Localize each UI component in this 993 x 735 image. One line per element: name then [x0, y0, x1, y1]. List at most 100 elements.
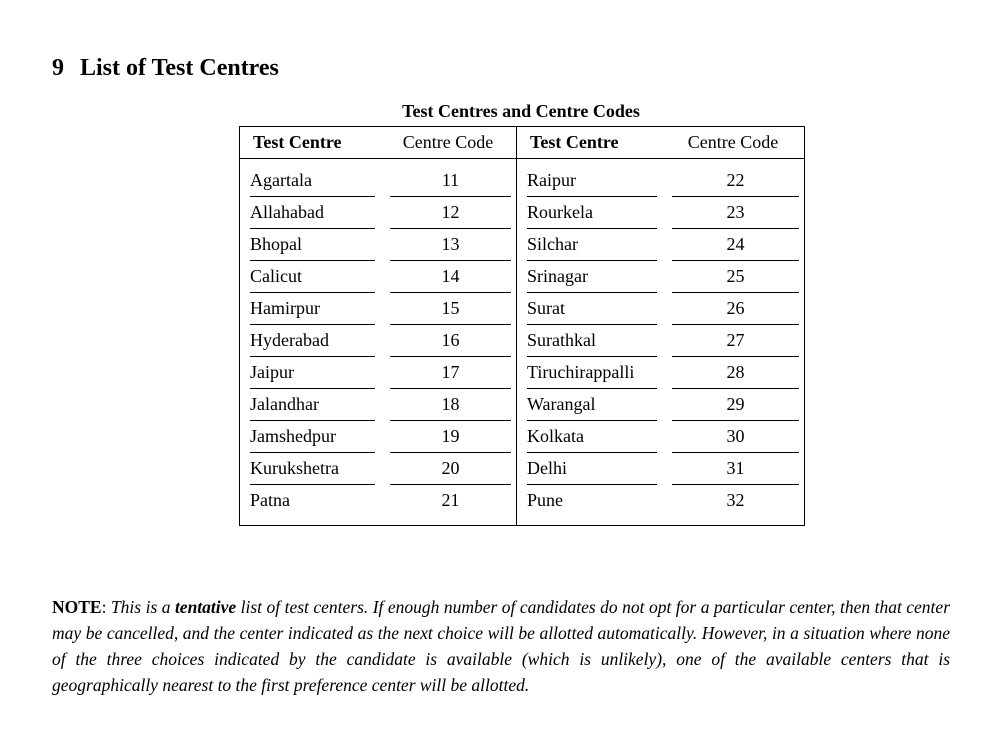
note-text: list of test centers. If enough number o…: [52, 597, 950, 695]
cell-text: Agartala: [250, 165, 375, 197]
centre-name: Patna: [240, 485, 380, 525]
centre-name: Surathkal: [517, 325, 662, 357]
centre-name: Hamirpur: [240, 293, 380, 325]
note-emphasis: tentative: [174, 597, 237, 617]
centre-code: 20: [380, 453, 517, 485]
centre-code: 25: [662, 261, 804, 293]
centre-name: Delhi: [517, 453, 662, 485]
cell-text: Kurukshetra: [250, 453, 375, 485]
centre-code: 17: [380, 357, 517, 389]
centre-code: 13: [380, 229, 517, 261]
cell-text: Raipur: [527, 165, 657, 197]
cell-text: 22: [672, 165, 799, 197]
cell-text: 28: [672, 357, 799, 389]
cell-text: 21: [441, 490, 460, 510]
centre-name: Jamshedpur: [240, 421, 380, 453]
column-header: Centre Code: [380, 127, 517, 159]
centre-code: 28: [662, 357, 804, 389]
cell-text: 14: [390, 261, 511, 293]
cell-text: 31: [672, 453, 799, 485]
column-header: Test Centre: [240, 127, 380, 159]
centre-code: 19: [380, 421, 517, 453]
cell-text: Hamirpur: [250, 293, 375, 325]
cell-text: 20: [390, 453, 511, 485]
centre-code: 30: [662, 421, 804, 453]
cell-text: Warangal: [527, 389, 657, 421]
table-row: Bhopal 13 Silchar 24: [240, 229, 804, 261]
centre-code: 24: [662, 229, 804, 261]
centre-name: Kurukshetra: [240, 453, 380, 485]
cell-text: 26: [672, 293, 799, 325]
centre-code: 14: [380, 261, 517, 293]
table-row: Jaipur 17 Tiruchirappalli 28: [240, 357, 804, 389]
centre-code: 29: [662, 389, 804, 421]
table-row: Jamshedpur 19 Kolkata 30: [240, 421, 804, 453]
cell-text: 16: [390, 325, 511, 357]
table-caption: Test Centres and Centre Codes: [402, 101, 640, 121]
table-row: Kurukshetra 20 Delhi 31: [240, 453, 804, 485]
centre-code: 31: [662, 453, 804, 485]
note-lead: This is a: [110, 597, 171, 617]
centre-name: Warangal: [517, 389, 662, 421]
section-title: List of Test Centres: [80, 55, 279, 81]
centre-name: Surat: [517, 293, 662, 325]
cell-text: 25: [672, 261, 799, 293]
centre-code: 16: [380, 325, 517, 357]
cell-text: 24: [672, 229, 799, 261]
table-row: Calicut 14 Srinagar 25: [240, 261, 804, 293]
cell-text: Bhopal: [250, 229, 375, 261]
column-header: Centre Code: [662, 127, 804, 159]
table-row: Patna 21 Pune 32: [240, 485, 804, 525]
cell-text: Surat: [527, 293, 657, 325]
centre-code: 22: [662, 159, 804, 197]
cell-text: Srinagar: [527, 261, 657, 293]
table-row: Hamirpur 15 Surat 26: [240, 293, 804, 325]
centre-code: 23: [662, 197, 804, 229]
centre-name: Silchar: [517, 229, 662, 261]
centre-name: Rourkela: [517, 197, 662, 229]
centre-name: Calicut: [240, 261, 380, 293]
centre-code: 12: [380, 197, 517, 229]
cell-text: Rourkela: [527, 197, 657, 229]
section-number: 9: [52, 55, 64, 81]
cell-text: 15: [390, 293, 511, 325]
centre-code: 11: [380, 159, 517, 197]
cell-text: 23: [672, 197, 799, 229]
table-row: Agartala 11 Raipur 22: [240, 159, 804, 197]
cell-text: Jalandhar: [250, 389, 375, 421]
cell-text: Surathkal: [527, 325, 657, 357]
centre-name: Agartala: [240, 159, 380, 197]
centre-code: 32: [662, 485, 804, 525]
centre-name: Allahabad: [240, 197, 380, 229]
cell-text: 27: [672, 325, 799, 357]
table-row: Hyderabad 16 Surathkal 27: [240, 325, 804, 357]
cell-text: 11: [390, 165, 511, 197]
cell-text: 32: [726, 490, 745, 510]
cell-text: 17: [390, 357, 511, 389]
cell-text: 18: [390, 389, 511, 421]
cell-text: Delhi: [527, 453, 657, 485]
centre-name: Hyderabad: [240, 325, 380, 357]
centre-name: Tiruchirappalli: [517, 357, 662, 389]
note: NOTE: This is a tentative list of test c…: [52, 594, 950, 698]
cell-text: 29: [672, 389, 799, 421]
centres-table: Test Centre Centre Code Test Centre Centre …: [239, 126, 805, 526]
cell-text: Allahabad: [250, 197, 375, 229]
cell-text: Calicut: [250, 261, 375, 293]
cell-text: Silchar: [527, 229, 657, 261]
table-row: Allahabad 12 Rourkela 23: [240, 197, 804, 229]
centre-code: 21: [380, 485, 517, 525]
note-separator: :: [101, 597, 107, 617]
section-heading: 9 List of Test Centres: [52, 55, 279, 82]
cell-text: 30: [672, 421, 799, 453]
column-header: Test Centre: [517, 127, 662, 159]
cell-text: Patna: [250, 490, 290, 510]
cell-text: Pune: [527, 490, 563, 510]
cell-text: Kolkata: [527, 421, 657, 453]
cell-text: Tiruchirappalli: [527, 357, 657, 389]
centre-code: 27: [662, 325, 804, 357]
centre-code: 15: [380, 293, 517, 325]
centre-name: Jaipur: [240, 357, 380, 389]
table-row: Jalandhar 18 Warangal 29: [240, 389, 804, 421]
